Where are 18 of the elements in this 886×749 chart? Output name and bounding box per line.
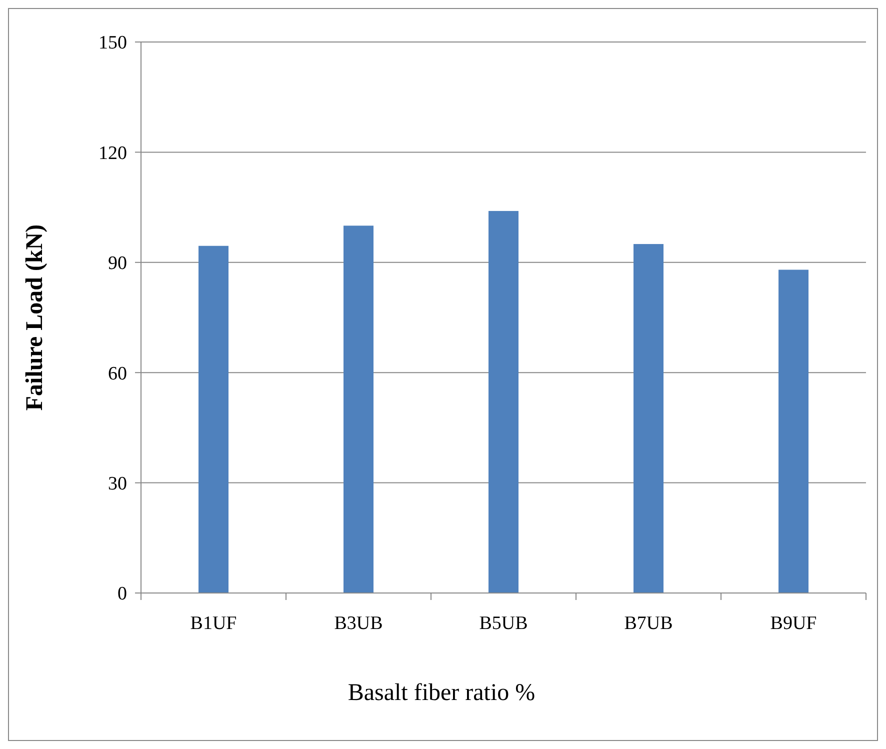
y-tick-label: 0 [118,584,127,605]
bar [488,210,518,593]
bar [344,226,374,593]
y-tick-label: 90 [108,253,127,274]
y-axis-title: Failure Load (kN) [22,224,48,411]
y-tick-label: 30 [108,473,127,494]
x-axis-title: Basalt fiber ratio % [348,680,536,706]
bar [778,270,808,593]
y-tick-label: 60 [108,363,127,384]
y-tick-label: 120 [98,142,127,164]
x-tick-label: B5UB [479,613,528,634]
bar [634,244,664,593]
x-tick-label: B9UF [770,613,817,634]
y-tick-label: 150 [98,32,127,54]
x-tick-label: B7UB [624,613,673,634]
x-tick-label: B3UB [334,613,383,634]
x-tick-label: B1UF [190,613,237,634]
bar [198,246,228,593]
